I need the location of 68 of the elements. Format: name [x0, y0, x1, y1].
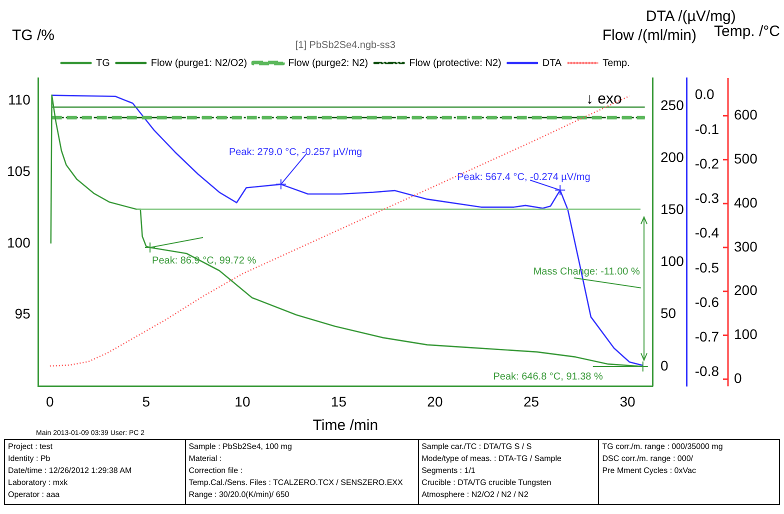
legend-label: Flow (purge2: N2) — [288, 58, 368, 69]
y3-tick-label: -0.3 — [694, 190, 720, 206]
x-tick-label: 15 — [330, 393, 347, 410]
y2-tick-label: 50 — [660, 305, 676, 322]
text: TG corr./m. range : 000/35000 mg — [602, 441, 724, 453]
x-tick-label: 5 — [142, 393, 150, 410]
text: Atmosphere : N2/O2 / N2 / N2 — [422, 489, 530, 501]
text: Correction file : — [188, 465, 244, 477]
y3-tick-label: -0.2 — [694, 155, 720, 172]
text: Project : test — [8, 441, 54, 453]
text: Identity : Pb — [8, 453, 52, 465]
y-tick-label: 600 — [734, 106, 758, 123]
text: Date/time : 12/26/2012 1:29:38 AM — [8, 465, 133, 477]
x-tick-label: 0 — [46, 393, 54, 410]
legend-title: [1] PbSb2Se4.ngb-ss3 — [295, 40, 396, 51]
y-tick-label: 110 — [8, 92, 31, 108]
annotation: ↓ exo — [586, 90, 622, 108]
text: Laboratory : mxk — [8, 477, 69, 489]
y-tick-label: 400 — [734, 194, 758, 210]
y3-tick-label: -0.6 — [694, 294, 720, 310]
y3-tick-label: -0.4 — [694, 224, 720, 241]
x-tick-label: 25 — [523, 393, 540, 410]
text: Temp. — [602, 58, 630, 69]
y-tick-label: 95 — [14, 306, 31, 322]
y-tick-label: 100 — [734, 326, 758, 342]
y-tick-label: 105 — [7, 163, 31, 180]
y2-tick-label: 150 — [660, 201, 684, 218]
x-tick-label: 10 — [234, 393, 250, 410]
y-tick-label: 300 — [734, 238, 758, 254]
y3-axis-title: DTA /(µV/mg) — [646, 8, 736, 26]
text: Sample car./TC : DTA/TG S / S — [422, 441, 533, 453]
y2-tick-label: 250 — [660, 96, 684, 113]
legend-label: TG — [96, 58, 110, 69]
y2-tick-label: 100 — [660, 253, 684, 270]
text: Crucible : DTA/TG crucible Tungsten — [422, 477, 552, 489]
annotation: Peak: 86.9 °C, 99.72 % — [152, 255, 256, 266]
y-tick-label: 200 — [734, 282, 758, 298]
text: Range : 30/20.0(K/min)/ 650 — [188, 489, 290, 501]
x-tick-label: 20 — [427, 393, 443, 410]
y3-tick-label: -0.8 — [694, 363, 720, 380]
y3-tick-label: -0.7 — [694, 328, 720, 345]
y2-axis-title: Flow /(ml/min) — [602, 27, 697, 44]
y2-tick-label: 200 — [660, 149, 684, 166]
x-tick-label: 30 — [620, 393, 636, 410]
text: Mode/type of meas. : DTA-TG / Sample — [422, 453, 562, 465]
y2-tick-label: 0 — [660, 357, 669, 374]
y3-tick-label: -0.5 — [694, 259, 720, 276]
y-tick-label: 0 — [734, 370, 742, 386]
legend-label: Flow (purge1: N2/O2) — [150, 58, 248, 69]
annotation: Peak: 646.8 °C, 91.38 % — [493, 371, 603, 382]
y3-tick-label: 0.0 — [694, 86, 715, 102]
y3-tick-label: -0.1 — [694, 120, 720, 137]
legend-label: Flow (protective: N2) — [409, 58, 502, 69]
text: DSC corr./m. range : 000/ — [602, 453, 694, 465]
text: Pre Mment Cycles : 0xVac — [602, 465, 697, 477]
annotation: Peak: 279.0 °C, -0.257 µV/mg — [228, 147, 362, 158]
y-tick-label: 100 — [7, 234, 31, 250]
text: Sample : PbSb2Se4, 100 mg — [188, 441, 293, 453]
y-tick-label: 500 — [734, 150, 758, 167]
legend-label: DTA — [542, 58, 562, 69]
text: Material : — [188, 453, 223, 465]
text: Temp.Cal./Sens. Files : TCALZERO.TCX / SENSZERO.EXX — [188, 477, 404, 489]
y-axis-title: TG /% — [12, 27, 55, 44]
text: Segments : 1/1 — [422, 465, 476, 477]
y-axis-title: Temp. /°C — [714, 23, 780, 40]
annotation: Peak: 567.4 °C, -0.274 µV/mg — [457, 172, 590, 183]
text: Operator : aaa — [8, 489, 61, 501]
x-axis-title: Time /min — [312, 417, 378, 434]
